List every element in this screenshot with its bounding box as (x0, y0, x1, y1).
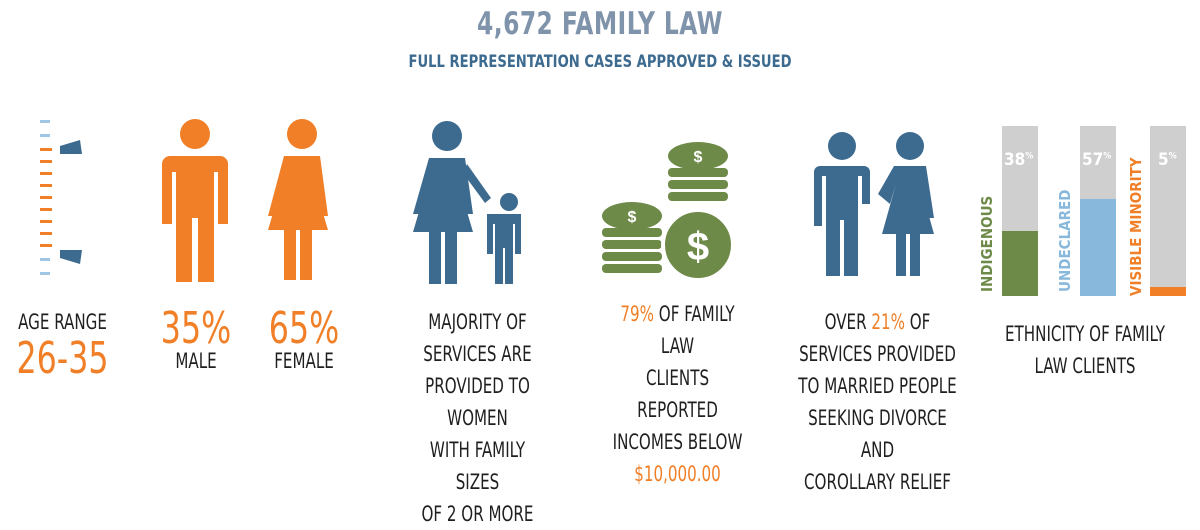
income-amount: $10,000.00 (634, 462, 721, 486)
page-subtitle: FULL REPRESENTATION CASES APPROVED & ISS… (408, 52, 792, 72)
money-coins-icon: $ $ $ (602, 142, 735, 282)
page-title: 4,672 FAMILY LAW (477, 6, 723, 42)
age-range-label: AGE RANGE (18, 310, 107, 334)
age-range-value: 26-35 (16, 333, 109, 384)
ethnicity-caption: ETHNICITY OF FAMILY LAW CLIENTS (1005, 322, 1165, 378)
female-percent: 65% (268, 303, 340, 354)
bar-visible-minority-label: VISIBLE MINORITY (1127, 157, 1145, 296)
bar-undeclared: 57% (1080, 126, 1116, 296)
bar-undeclared-label: UNDECLARED (1056, 189, 1074, 292)
divorce-percent: 21% (871, 310, 905, 334)
svg-text:$: $ (628, 209, 637, 226)
bar-indigenous-label: INDIGENOUS (978, 195, 996, 292)
ethnicity-chart: 38% INDIGENOUS 57% UNDECLARED 5% VISIBLE… (970, 120, 1200, 300)
divorce-text: OVER 21% OF SERVICES PROVIDED TO MARRIED… (798, 310, 957, 494)
bar-indigenous: 38% (1002, 126, 1038, 296)
income-percent: 79% (620, 302, 654, 326)
bar-indigenous-percent: 38% (1004, 150, 1034, 170)
couple-icon (814, 132, 934, 276)
bar-visible-minority: 5% (1150, 126, 1186, 296)
bar-visible-minority-percent: 5% (1158, 150, 1177, 170)
svg-text:$: $ (694, 149, 703, 166)
family-text: MAJORITY OF SERVICES ARE PROVIDED TO WOM… (421, 310, 534, 526)
bar-visible-minority-fill (1150, 287, 1186, 296)
bar-undeclared-fill (1080, 199, 1116, 296)
female-label: FEMALE (274, 349, 334, 373)
male-label: MALE (175, 349, 217, 373)
female-icon (268, 119, 328, 280)
bar-undeclared-percent: 57% (1082, 150, 1112, 170)
age-gauge-icon (40, 120, 82, 275)
svg-text:$: $ (687, 225, 709, 269)
income-text: 79% OF FAMILY LAW CLIENTS REPORTED INCOM… (604, 298, 752, 490)
male-percent: 35% (160, 303, 232, 354)
bar-indigenous-fill (1002, 231, 1038, 296)
mother-child-icon (413, 121, 521, 284)
male-icon (162, 119, 228, 282)
